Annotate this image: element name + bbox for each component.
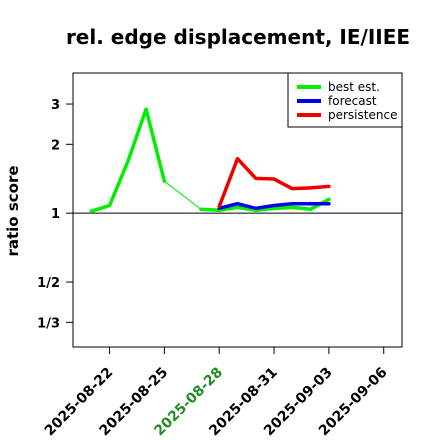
y-tick-label: 1/2 [37,276,60,291]
chart-title: rel. edge displacement, IE/IIEE [66,25,410,49]
plot-area [72,72,403,348]
legend-label: persistence [328,108,397,122]
series-line [199,197,331,212]
y-tick-label: 1/3 [37,316,60,331]
y-tick-label: 2 [51,138,60,153]
series-connector-line [164,180,202,210]
series-line [89,107,167,213]
y-tick-label: 3 [51,98,60,113]
legend-label: best est. [328,80,380,94]
series-line [217,156,331,209]
legend-label: forecast [328,94,377,108]
series-line [217,201,331,211]
y-axis-label: ratio score [4,165,22,256]
y-tick-label: 1 [51,207,60,222]
